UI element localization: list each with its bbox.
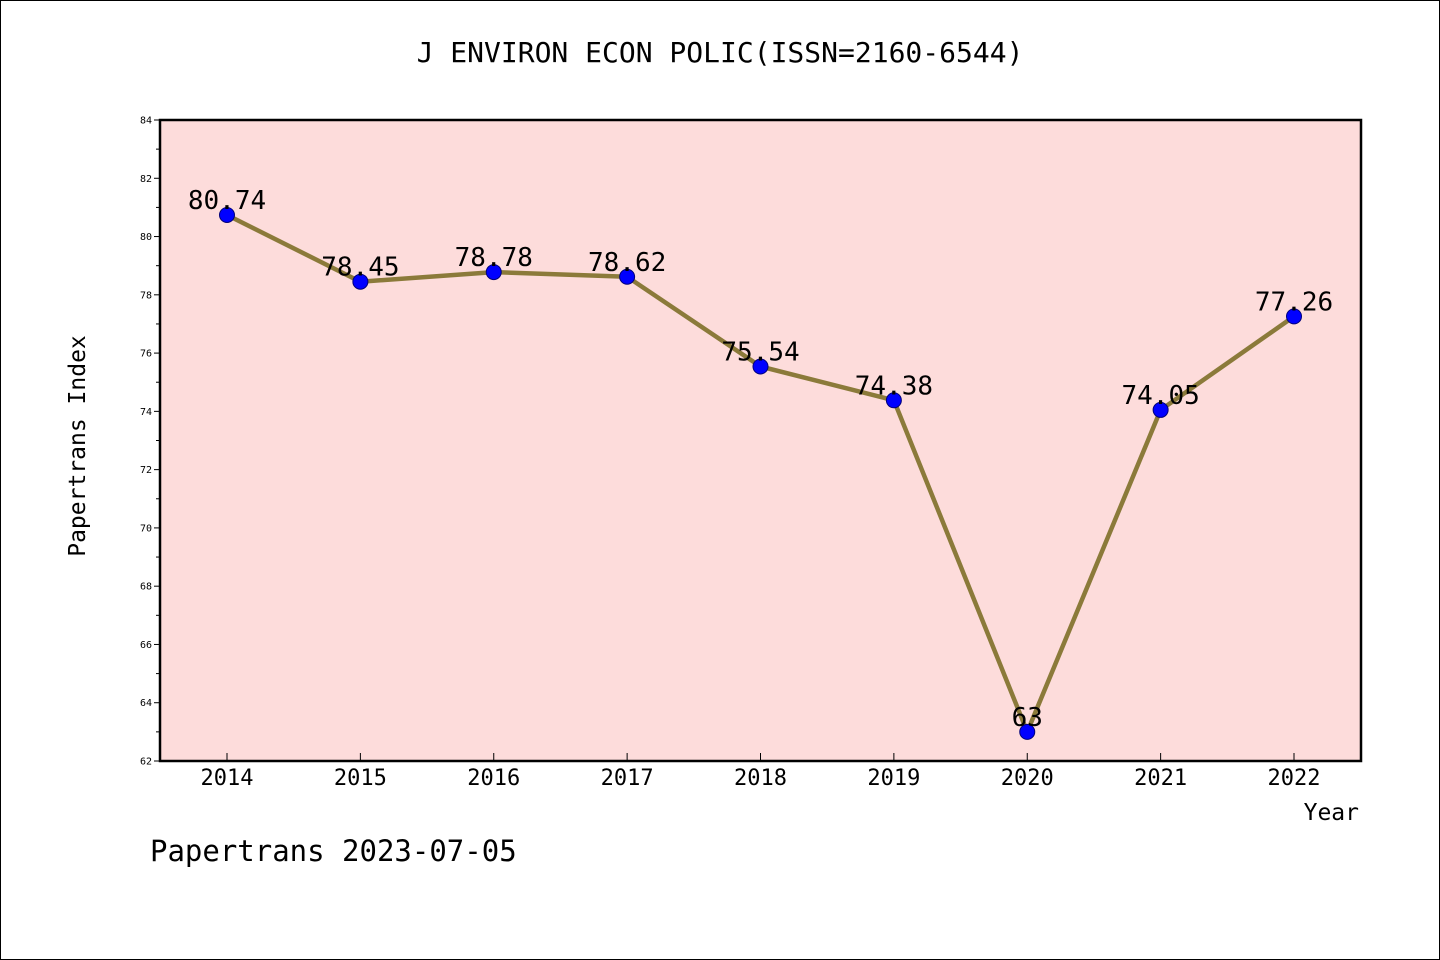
y-tick-label: 84: [140, 116, 152, 127]
y-axis-ticks: 62 64 66 68 70 72 74 76 78 80 82 84: [140, 116, 160, 768]
data-markers: [219, 206, 1302, 740]
data-value-label: 78.45: [321, 253, 399, 283]
x-tick-label: 2018: [734, 766, 787, 791]
data-point-marker: [352, 273, 369, 290]
y-tick-label: 80: [140, 232, 152, 243]
x-tick-label: 2020: [1001, 766, 1054, 791]
data-labels: 80.74 78.45 78.78 78.62 75.54 74.38 63 74.05 77.…: [188, 186, 1333, 733]
data-point-marker: [485, 264, 502, 281]
y-tick-label: 76: [140, 349, 152, 360]
y-axis-label: Papertrans Index: [65, 335, 91, 557]
y-tick-label: 78: [140, 290, 152, 301]
data-value-label: 75.54: [721, 337, 799, 367]
footer-date-text: Papertrans 2023-07-05: [150, 834, 517, 868]
y-tick-label: 70: [140, 523, 152, 534]
y-tick-label: 74: [140, 407, 152, 418]
data-value-label: 80.74: [188, 186, 266, 216]
data-value-label: 74.38: [855, 371, 933, 401]
chart-title: J ENVIRON ECON POLIC(ISSN=2160-6544): [416, 36, 1024, 69]
data-point-marker: [219, 206, 235, 223]
plot-area: [158, 118, 1363, 763]
x-axis-ticks: 2014 2015 2016 2017 2018 2019 2020 2021 2022: [201, 753, 1321, 791]
y-tick-label: 64: [140, 698, 152, 709]
data-point-marker: [1019, 723, 1036, 740]
x-tick-label: 2016: [467, 766, 520, 791]
data-point-marker: [885, 392, 902, 409]
data-value-label: 78.78: [455, 243, 533, 273]
y-tick-label: 82: [140, 174, 152, 185]
y-tick-label: 62: [140, 757, 152, 768]
y-tick-label: 72: [140, 465, 152, 476]
x-tick-label: 2014: [201, 766, 254, 791]
data-point-marker: [1152, 401, 1169, 418]
data-value-label: 77.26: [1255, 287, 1333, 317]
x-tick-label: 2021: [1134, 766, 1187, 791]
data-value-label: 63: [1012, 703, 1043, 733]
data-point-marker: [1286, 308, 1302, 325]
data-value-label: 78.62: [588, 248, 666, 278]
x-tick-label: 2015: [334, 766, 387, 791]
y-tick-label: 68: [140, 582, 152, 593]
data-point-marker: [619, 268, 636, 285]
x-axis-label: Year: [1304, 800, 1359, 826]
x-tick-label: 2017: [601, 766, 654, 791]
x-tick-label: 2022: [1268, 766, 1321, 791]
data-point-marker: [752, 358, 769, 375]
data-value-label: 74.05: [1121, 381, 1199, 411]
x-tick-label: 2019: [867, 766, 920, 791]
y-tick-label: 66: [140, 640, 152, 651]
